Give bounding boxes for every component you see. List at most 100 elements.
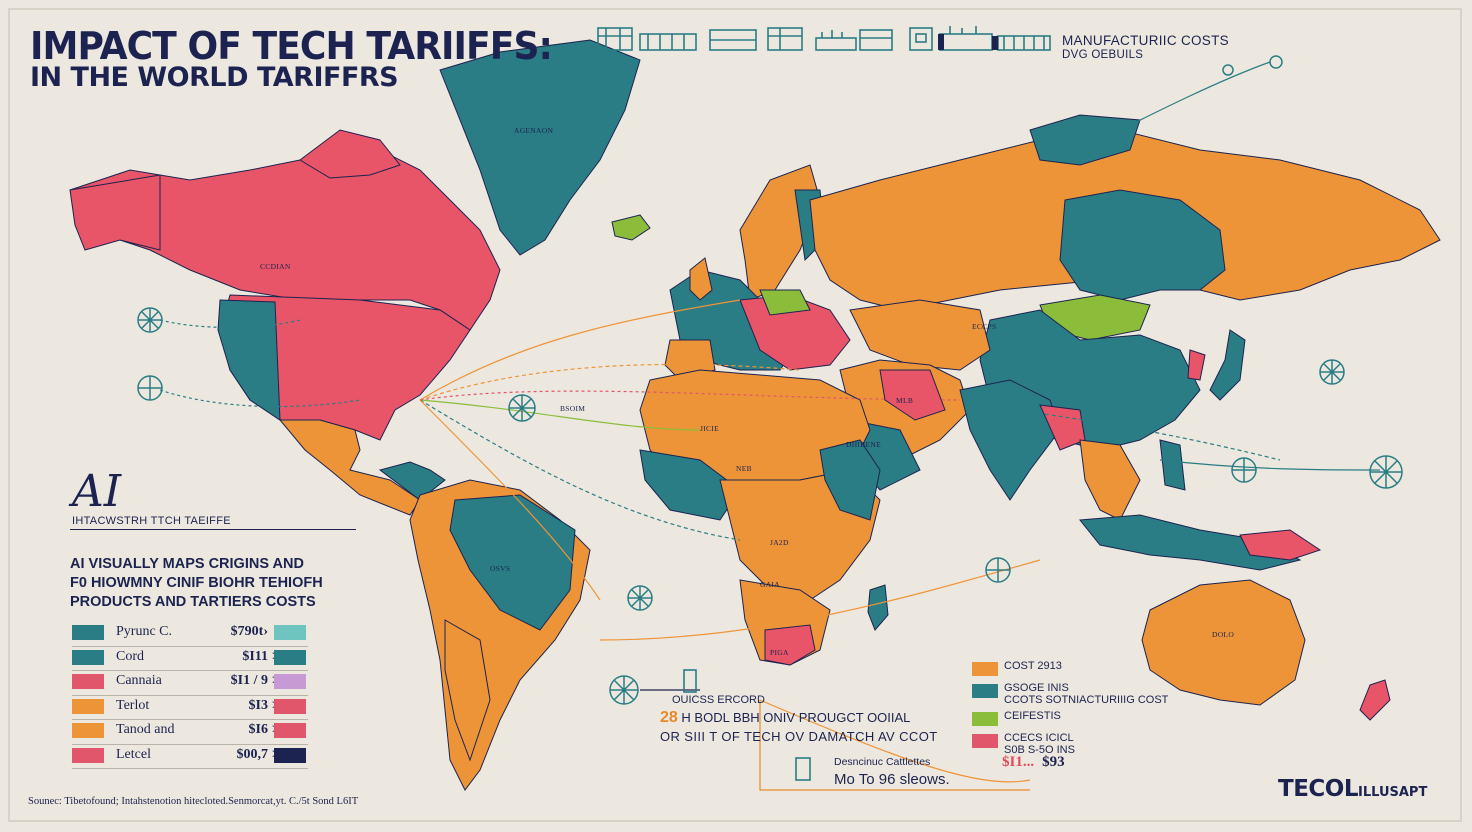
legend-row: Cord$I11> xyxy=(72,647,308,671)
ai-caption: IHTACWSTRH TTCH TAEIFFE xyxy=(72,515,231,527)
map-label-australia: DOLO xyxy=(1212,630,1235,639)
price-pair: $I1... $93 xyxy=(1002,754,1065,771)
compass-icon-3 xyxy=(508,394,536,422)
cost-legend: Pyrunc C.$790t›Cord$I11>Cannaia$I1 / 9>T… xyxy=(72,622,308,769)
australia xyxy=(1141,579,1306,706)
compass-icon-10 xyxy=(1269,55,1283,69)
indonesia xyxy=(1079,514,1302,571)
center-caption: OUICSS ERCORD 28 H BODL BBH ONIV PROUGCT… xyxy=(660,694,938,744)
legend-separator xyxy=(72,694,308,696)
right-legend-swatch xyxy=(972,662,998,676)
compass-icon-5 xyxy=(985,557,1011,583)
legend-row: Pyrunc C. $790t› xyxy=(72,622,308,647)
legend-swatch-right xyxy=(274,649,306,665)
siberia-blob xyxy=(1059,189,1226,301)
legend-value: $790t› xyxy=(230,624,268,639)
map-label-africa-north: JICIE xyxy=(700,424,719,433)
map-label-africa-south: JA2D xyxy=(770,538,789,547)
center-caption-number: 28 xyxy=(660,709,678,726)
legend-swatch-right xyxy=(274,723,306,738)
right-legend-text: GSOGE INIS CCOTS SOTNIACTURIIIG COST xyxy=(1004,682,1168,706)
greenland xyxy=(439,39,641,256)
factory-icon-2 xyxy=(639,33,697,51)
price-a: $I1... xyxy=(1002,754,1035,770)
logo-main: TECOL xyxy=(1278,776,1359,802)
page-subtitle: IN THE WORLD TARIFFRS xyxy=(30,62,399,93)
right-legend-swatch xyxy=(972,734,998,748)
map-label-china: MLB xyxy=(896,396,914,405)
bottom-caption-line2: Mo To 96 sleows. xyxy=(834,771,950,788)
map-label-africa-s2: GAIA xyxy=(760,580,780,589)
right-legend-line: S0B S-5O INS xyxy=(1004,744,1075,756)
center-caption-line2: 28 H BODL BBH ONIV PROUGCT OOIIAL xyxy=(660,709,938,727)
iceland xyxy=(611,214,651,241)
legend-swatch xyxy=(72,747,104,763)
central-america xyxy=(378,461,446,501)
right-legend-text: CEIFESTIS xyxy=(1004,710,1061,722)
south-africa xyxy=(764,624,816,666)
map-label-africa-s3: PIGA xyxy=(770,648,789,657)
south-america-south xyxy=(444,619,491,762)
page-frame xyxy=(8,8,1462,822)
logo-tail: ILLUSAPT xyxy=(1358,785,1428,800)
north-america-north xyxy=(69,149,501,331)
source-note: Sounec: Tibetofound; Intahstenotion hite… xyxy=(28,796,359,807)
right-legend-line: CCECS ICICL xyxy=(1004,732,1074,744)
compass-icon-9 xyxy=(609,675,639,705)
legend-value: $I11 xyxy=(242,648,268,664)
legend-label: Cord xyxy=(116,648,144,664)
factory-icons xyxy=(597,26,1051,781)
center-caption-line3: OR SIII T OF TECH OV DAMATCH AV CCOT xyxy=(660,729,938,744)
legend-swatch-right xyxy=(274,747,306,763)
legend-label: Pyrunc C. xyxy=(116,624,172,639)
top-right-subheading: DVG OEBUILS xyxy=(1062,49,1144,61)
uk xyxy=(689,257,713,301)
factory-icon-1 xyxy=(597,27,633,51)
device-icon-1 xyxy=(683,669,697,693)
center-caption-text: H BODL BBH ONIV PROUGCT OOIIAL xyxy=(681,710,911,725)
east-africa xyxy=(819,439,881,521)
factory-icon-9 xyxy=(997,35,1051,51)
legend-label: Letcel xyxy=(116,746,151,762)
iran xyxy=(879,369,946,421)
legend-row: Terlot$I3> xyxy=(72,696,308,720)
map-label-greenland: AGENAON xyxy=(514,126,554,135)
legend-value: $I3 xyxy=(248,697,268,713)
compass-icon-4 xyxy=(627,585,653,611)
compass-markers xyxy=(137,55,1403,705)
compass-icon-11 xyxy=(1222,64,1234,76)
arctic-blob xyxy=(1029,114,1141,166)
india-east xyxy=(1039,404,1086,451)
legend-row: Letcel$00,7> xyxy=(72,745,308,769)
device-icon-2 xyxy=(795,757,811,781)
legend-row: Tanod and$I6> xyxy=(72,720,308,745)
compass-icon-1 xyxy=(137,307,163,333)
factory-icon-5 xyxy=(815,30,857,51)
description-line: F0 HIOWMNY CINIF BIOHR TEHIOFH xyxy=(70,575,323,591)
factory-icon-7 xyxy=(909,27,933,51)
compass-icon-7 xyxy=(1231,457,1257,483)
legend-separator xyxy=(72,645,308,647)
legend-label: Cannaia xyxy=(116,673,162,688)
price-b: $93 xyxy=(1042,754,1065,770)
compass-icon-8 xyxy=(1369,455,1403,489)
factory-icon-8 xyxy=(939,26,993,51)
trade-routes xyxy=(159,61,1381,791)
madagascar xyxy=(867,584,889,631)
map-label-mideast2: DHIBENE xyxy=(846,440,882,449)
legend-swatch xyxy=(72,674,104,689)
ai-description: AI VISUALLY MAPS CRIGINS AND F0 HIOWMNY … xyxy=(70,555,370,612)
alaska xyxy=(69,174,161,251)
factory-icon-4 xyxy=(767,27,803,51)
right-legend-line: COST 2913 xyxy=(1004,660,1062,672)
west-africa xyxy=(639,449,741,521)
description-line: PRODUCTS AND TARTIERS COSTS xyxy=(70,594,316,610)
legend-swatch-right xyxy=(274,698,306,714)
new-guinea xyxy=(1239,529,1322,561)
legend-swatch-right xyxy=(274,625,306,640)
se-asia xyxy=(1079,439,1141,521)
europe-east xyxy=(759,289,811,316)
map-label-south-america: OSVS xyxy=(490,564,511,573)
right-legend-text: COST 2913 xyxy=(1004,660,1062,672)
japan xyxy=(1209,329,1246,401)
